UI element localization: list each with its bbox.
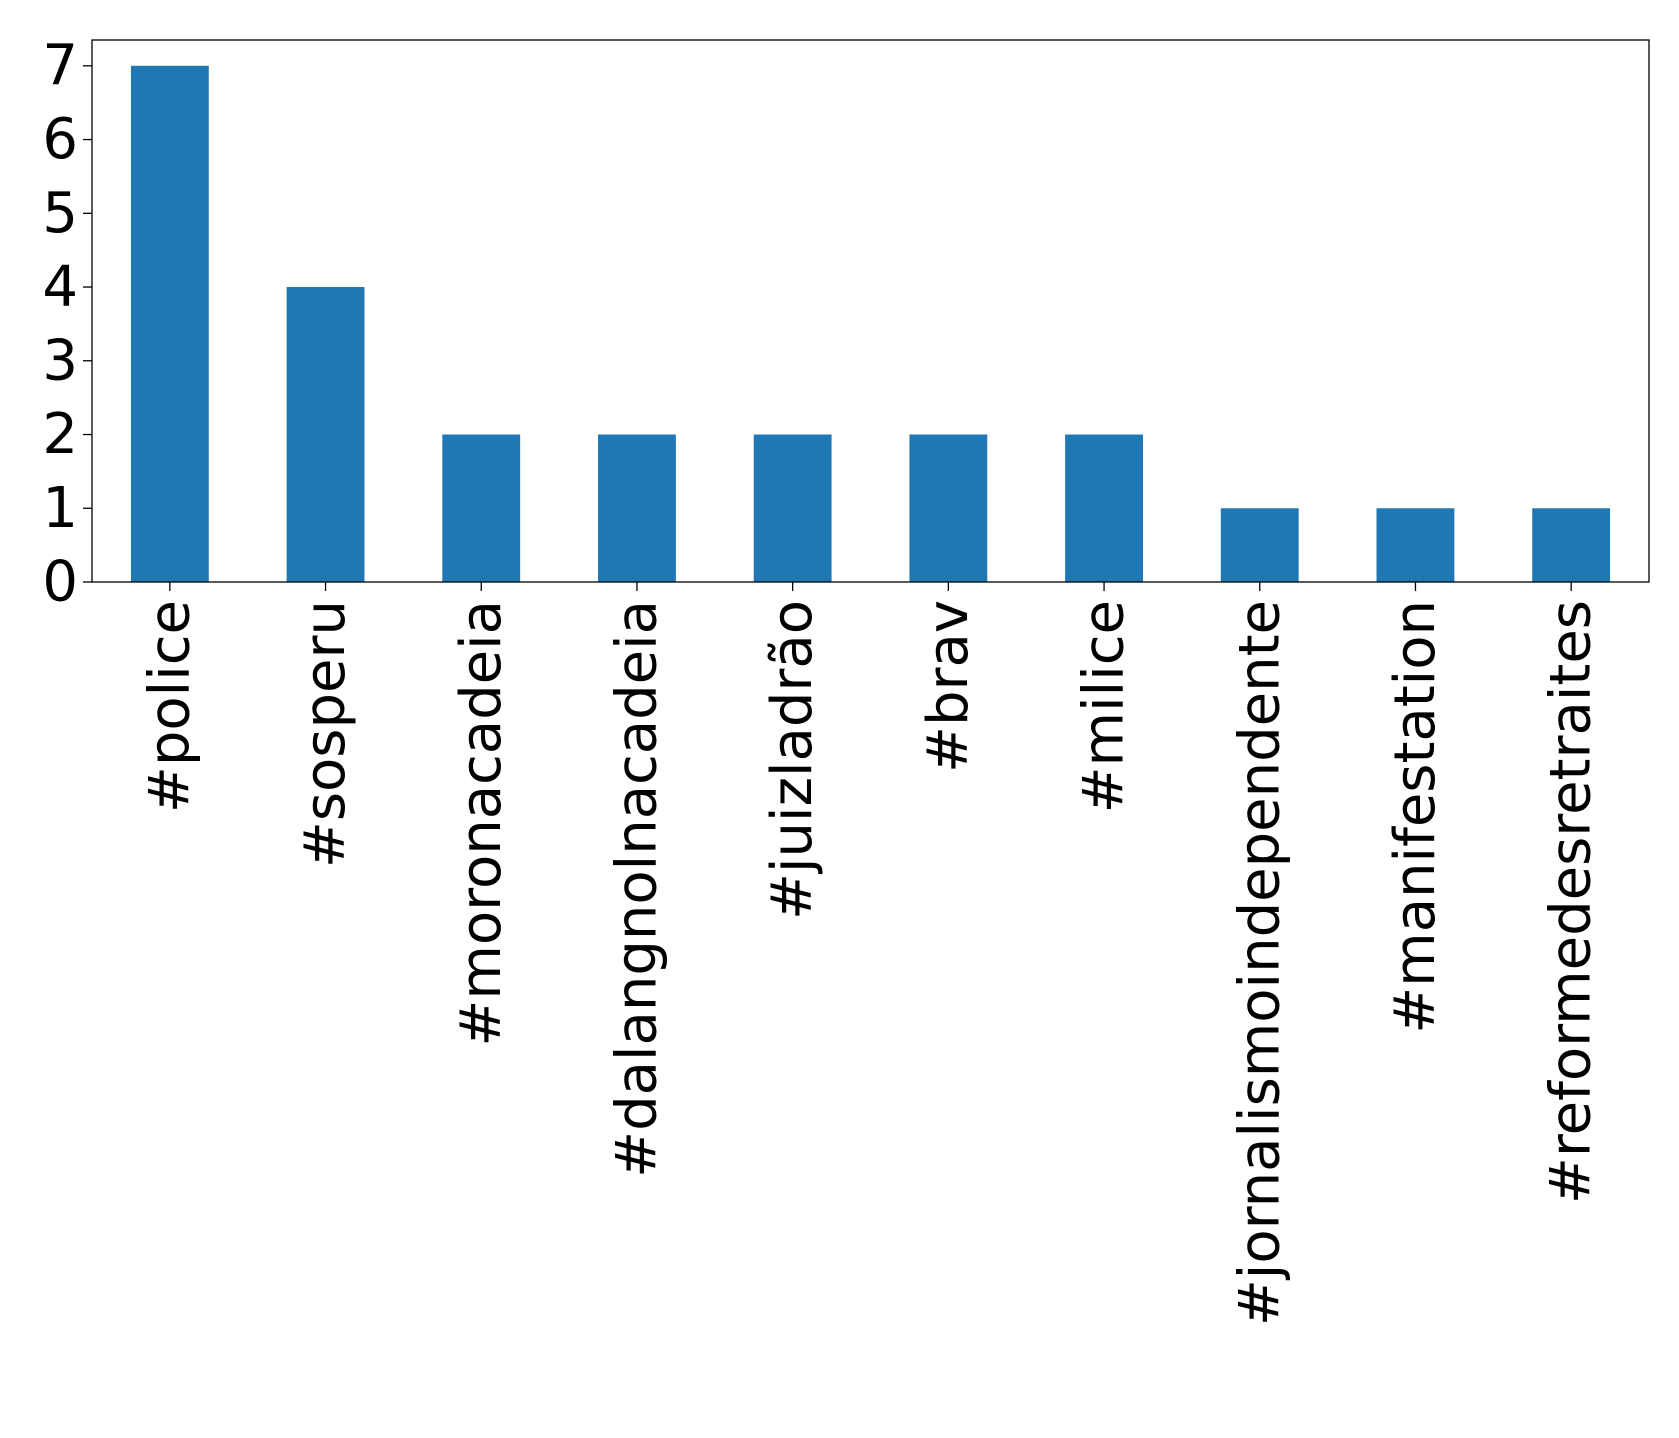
x-tick-label: #sosperu <box>293 600 358 868</box>
y-tick-label: 6 <box>42 107 78 172</box>
x-tick-label: #dalangnolnacadeia <box>604 600 669 1178</box>
x-tick-label: #manifestation <box>1383 600 1448 1034</box>
bar-moronacadeia <box>442 434 521 582</box>
bar-reformedesretraites <box>1532 508 1611 582</box>
bar-manifestation <box>1376 508 1455 582</box>
bar-brav <box>909 434 988 582</box>
y-tick-label: 0 <box>42 550 78 615</box>
bars <box>130 65 1611 582</box>
x-tick-label: #moronacadeia <box>449 600 514 1047</box>
y-tick-label: 4 <box>42 255 78 320</box>
y-tick-label: 5 <box>42 181 78 246</box>
x-tick-label: #police <box>137 600 202 813</box>
bar-jornalismoindependente <box>1220 508 1299 582</box>
x-tick-label: #juizladrão <box>760 600 825 920</box>
y-tick-label: 7 <box>42 33 78 98</box>
bar-milice <box>1065 434 1143 582</box>
bar-police <box>130 65 209 582</box>
bar-dalangnolnacadeia <box>598 434 676 582</box>
plot-frame <box>91 39 1650 583</box>
y-tick-label: 2 <box>42 402 78 467</box>
x-tick-label: #reformedesretraites <box>1539 600 1604 1204</box>
y-axis: 0 1 2 3 4 5 6 7 <box>42 33 92 615</box>
y-tick-label: 1 <box>42 476 78 541</box>
bar-sosperu <box>286 287 365 582</box>
x-axis: #police #sosperu #moronacadeia #dalangnolna… <box>137 582 1604 1326</box>
y-tick-label: 3 <box>42 328 78 393</box>
bar-juizladrão <box>753 434 832 582</box>
x-tick-label: #milice <box>1072 600 1137 813</box>
x-tick-label: #jornalismoindependente <box>1227 600 1292 1326</box>
x-tick-label: #brav <box>916 600 981 773</box>
